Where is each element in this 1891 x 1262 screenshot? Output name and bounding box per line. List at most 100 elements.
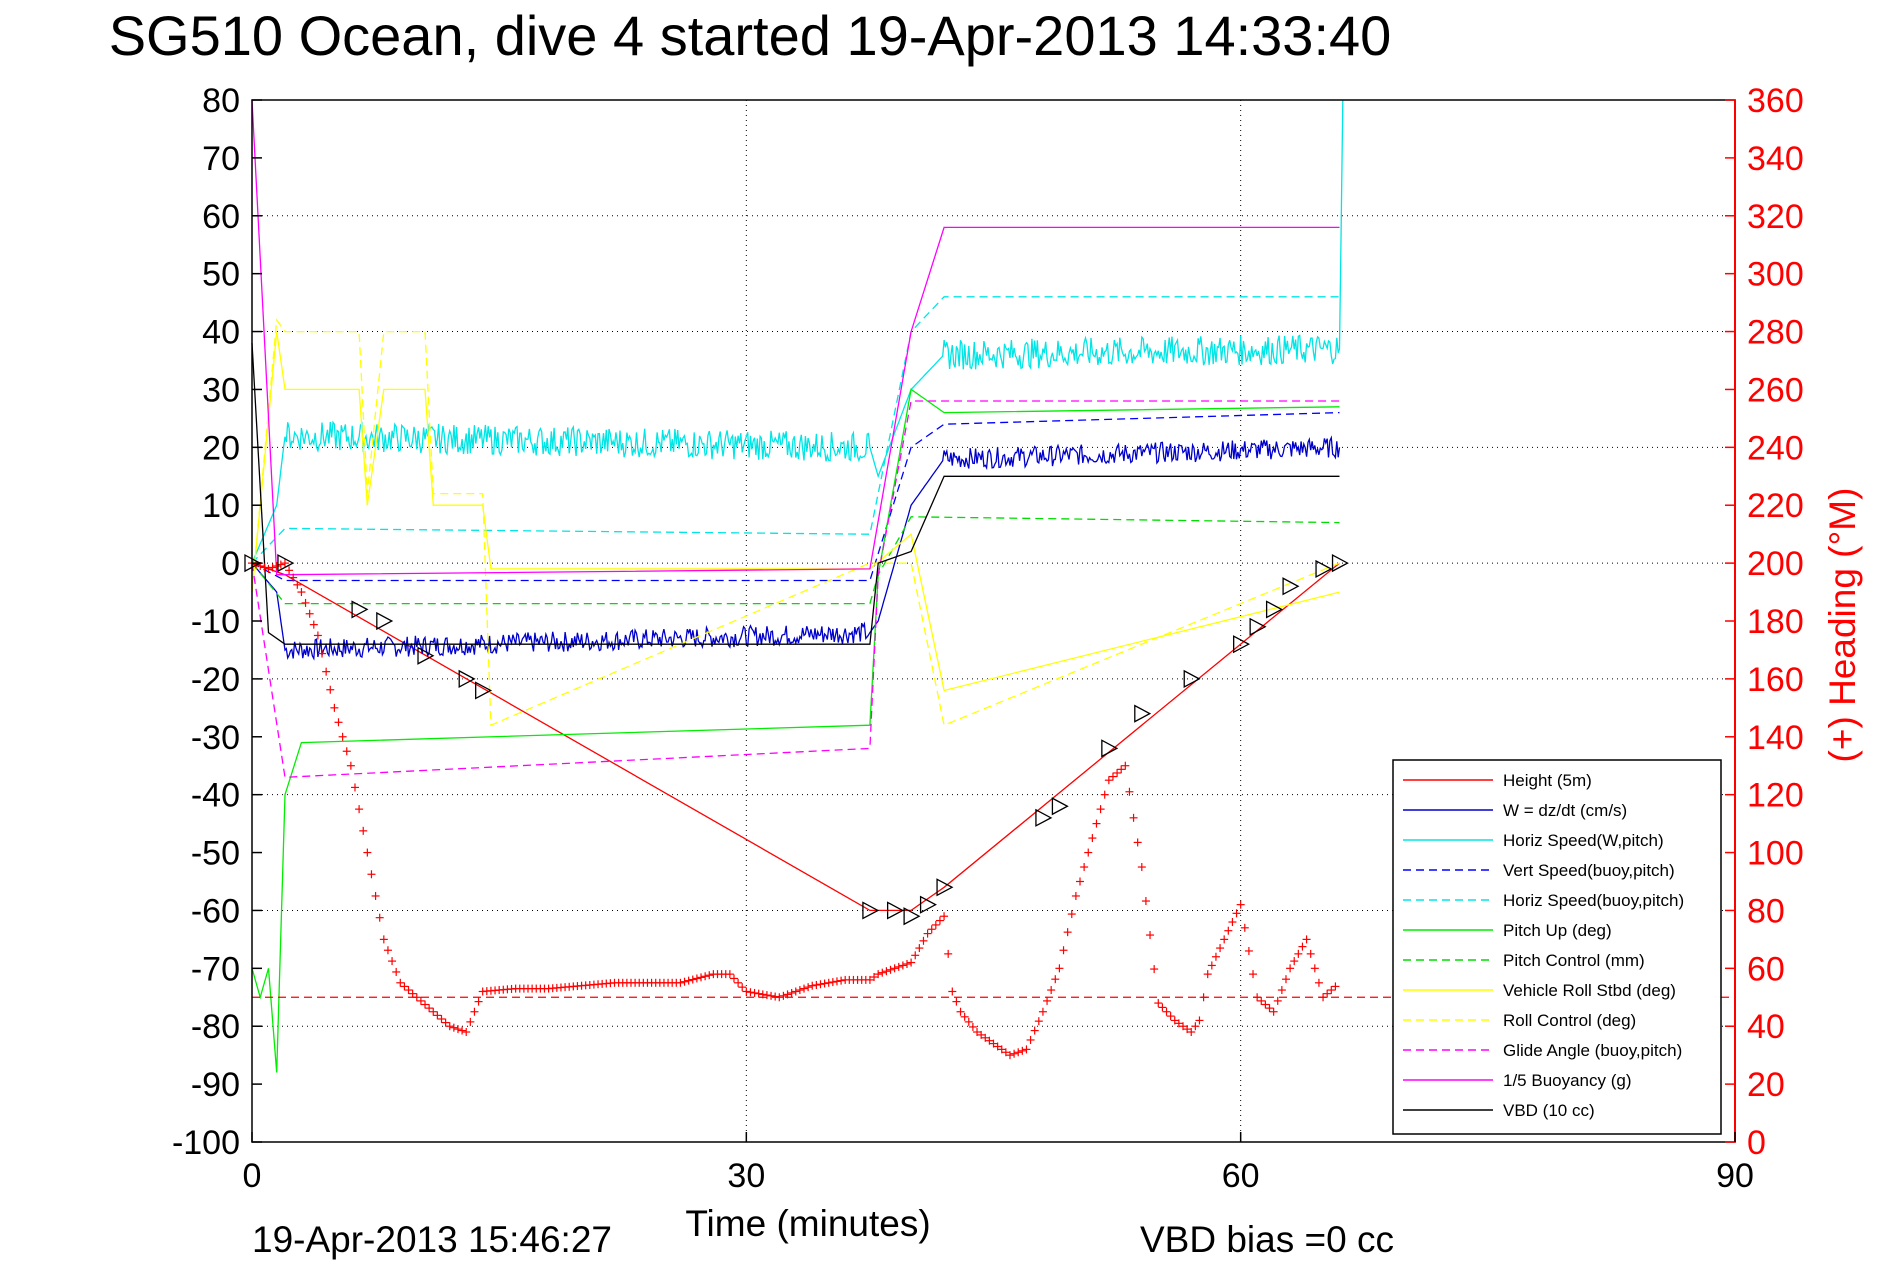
- chart-title: SG510 Ocean, dive 4 started 19-Apr-2013 …: [109, 4, 1392, 67]
- heading-point: [272, 562, 281, 571]
- triangle-marker: [903, 907, 921, 926]
- heading-point: [313, 631, 322, 640]
- heading-point: [363, 848, 372, 857]
- right-tick-label: 200: [1747, 545, 1804, 583]
- heading-markers: [248, 559, 1735, 1060]
- heading-point: [1331, 982, 1340, 991]
- heading-point: [1129, 813, 1138, 822]
- heading-point: [1096, 805, 1105, 814]
- heading-point: [1014, 1048, 1023, 1057]
- heading-point: [309, 620, 318, 629]
- heading-point: [997, 1045, 1006, 1054]
- triangle-marker: [1035, 808, 1053, 827]
- left-tick-label: -80: [191, 1008, 240, 1046]
- heading-point: [268, 563, 277, 572]
- triangle-marker: [458, 669, 476, 688]
- triangle-marker: [936, 878, 954, 897]
- heading-point: [977, 1030, 986, 1039]
- heading-point: [902, 959, 911, 968]
- heading-point: [1084, 848, 1093, 857]
- triangle-marker: [1134, 704, 1152, 723]
- heading-point: [828, 978, 837, 987]
- heading-point: [350, 783, 359, 792]
- heading-point: [1327, 986, 1336, 995]
- heading-point: [1277, 986, 1286, 995]
- heading-point: [1199, 993, 1208, 1002]
- heading-point: [1080, 863, 1089, 872]
- heading-point: [993, 1042, 1002, 1051]
- heading-point: [1224, 926, 1233, 935]
- heading-point: [1047, 986, 1056, 995]
- heading-point: [1236, 900, 1245, 909]
- heading-point: [820, 979, 829, 988]
- heading-point: [1298, 942, 1307, 951]
- right-tick-label: 280: [1747, 314, 1804, 352]
- heading-point: [1026, 1035, 1035, 1044]
- series-pitch-up-deg: [251, 388, 1340, 1073]
- heading-point: [470, 1007, 479, 1016]
- heading-point: [1319, 993, 1328, 1002]
- heading-point: [1022, 1045, 1031, 1054]
- heading-point: [701, 972, 710, 981]
- heading-point: [832, 977, 841, 986]
- heading-point: [1076, 877, 1085, 886]
- legend-label: Vehicle Roll Stbd (deg): [1503, 981, 1676, 1000]
- heading-point: [453, 1025, 462, 1034]
- heading-point: [1137, 863, 1146, 872]
- triangle-marker: [351, 600, 369, 619]
- legend-label: Vert Speed(buoy,pitch): [1503, 861, 1675, 880]
- heading-point: [1323, 989, 1332, 998]
- heading-point: [1203, 970, 1212, 979]
- heading-point: [474, 997, 483, 1006]
- heading-point: [289, 573, 298, 582]
- heading-point: [981, 1033, 990, 1042]
- heading-point: [964, 1017, 973, 1026]
- heading-point: [911, 951, 920, 960]
- heading-point: [1141, 897, 1150, 906]
- heading-point: [1092, 819, 1101, 828]
- legend-label: Horiz Speed(buoy,pitch): [1503, 891, 1684, 910]
- heading-point: [412, 993, 421, 1002]
- heading-point: [338, 732, 347, 741]
- heading-point: [1059, 946, 1068, 955]
- heading-point: [1001, 1048, 1010, 1057]
- heading-point: [1302, 935, 1311, 944]
- heading-point: [305, 609, 314, 618]
- heading-point: [960, 1012, 969, 1021]
- heading-point: [1244, 946, 1253, 955]
- heading-point: [948, 987, 957, 996]
- left-tick-label: 50: [202, 256, 240, 294]
- heading-point: [886, 965, 895, 974]
- left-tick-label: 0: [221, 545, 240, 583]
- left-tick-label: 20: [202, 429, 240, 467]
- heading-point: [898, 961, 907, 970]
- heading-point: [1257, 996, 1266, 1005]
- heading-point: [1030, 1026, 1039, 1035]
- heading-point: [1174, 1019, 1183, 1028]
- heading-point: [754, 989, 763, 998]
- heading-point: [1088, 834, 1097, 843]
- heading-point: [927, 925, 936, 934]
- left-tick-label: 40: [202, 314, 240, 352]
- heading-point: [437, 1014, 446, 1023]
- heading-point: [944, 949, 953, 958]
- x-axis-label: Time (minutes): [685, 1203, 930, 1244]
- heading-point: [750, 988, 759, 997]
- heading-point: [433, 1011, 442, 1020]
- right-tick-label: 0: [1747, 1124, 1766, 1162]
- left-y-axis: 80 70 60 50 40 30 20 10 0 -10 -20 -30 -40 -50 -60 -70 -8…: [172, 82, 262, 1162]
- heading-point: [1286, 964, 1295, 973]
- heading-point: [1183, 1025, 1192, 1034]
- heading-point: [1104, 776, 1113, 785]
- heading-point: [1216, 944, 1225, 953]
- heading-point: [1211, 952, 1220, 961]
- triangle-marker: [1101, 739, 1119, 758]
- heading-point: [1249, 970, 1258, 979]
- legend-label: W = dz/dt (cm/s): [1503, 801, 1627, 820]
- heading-point: [342, 747, 351, 756]
- heading-point: [705, 971, 714, 980]
- triangle-marker: [1249, 617, 1267, 636]
- heading-point: [388, 957, 397, 966]
- heading-point: [795, 986, 804, 995]
- heading-point: [449, 1023, 458, 1032]
